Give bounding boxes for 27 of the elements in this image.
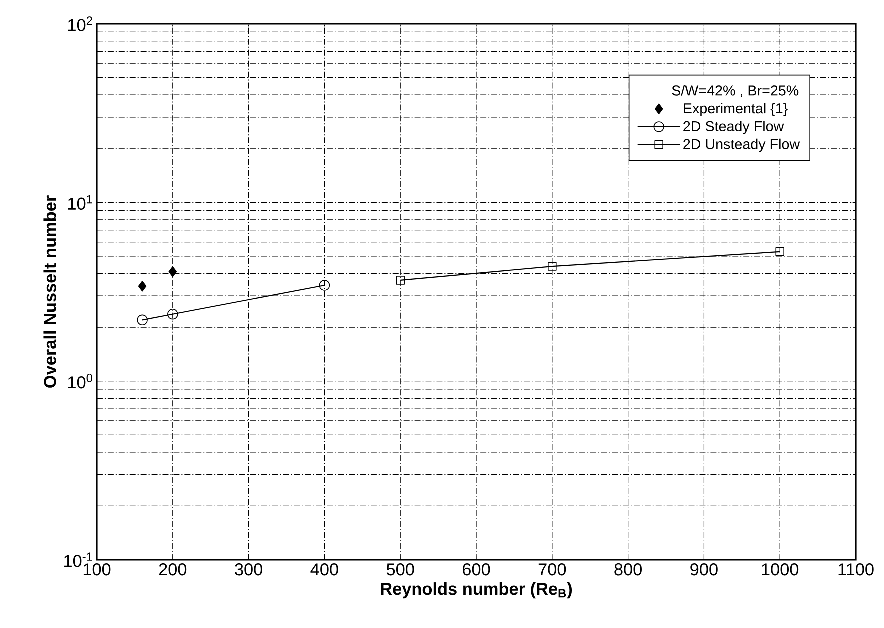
legend-label: Experimental {1} [684, 103, 788, 117]
x-axis-title: Reynolds number (Re$_{B}$) [381, 582, 572, 599]
x-tick-label: 900 [690, 564, 718, 576]
point [168, 309, 178, 320]
point [168, 266, 178, 278]
x-tick-label: 1000 [762, 564, 799, 576]
point [319, 280, 330, 291]
legend-label: 2D Steady Flow [684, 121, 784, 134]
x-tick-label: 200 [159, 564, 187, 576]
point [548, 262, 557, 271]
x-tick-label: 1100 [838, 564, 874, 576]
legend-title: S/W=42% , Br=25% [672, 85, 799, 98]
x-tick-label: 800 [614, 564, 642, 576]
x-tick-label: 400 [310, 564, 338, 576]
y-axis-title: Overall Nusselt number [44, 196, 56, 388]
y-tick-label: 10$^{1}$ [68, 195, 92, 210]
point [396, 276, 405, 285]
x-tick-label: 600 [463, 564, 490, 576]
point [137, 314, 148, 326]
y-tick-label: 10$^{2}$ [68, 16, 92, 32]
point [776, 248, 784, 256]
point [138, 281, 147, 292]
legend-label: 2D Unsteady Flow [684, 138, 800, 152]
x-tick-label: 300 [235, 564, 262, 576]
x-tick-label: 700 [538, 564, 566, 576]
y-tick-label: 10$^{0}$ [68, 374, 93, 389]
x-tick-label: 500 [386, 564, 414, 576]
